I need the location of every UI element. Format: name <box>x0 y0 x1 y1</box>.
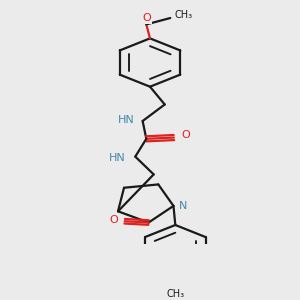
Text: O: O <box>109 215 118 225</box>
Text: HN: HN <box>118 115 134 125</box>
Text: N: N <box>178 201 187 211</box>
Text: CH₃: CH₃ <box>174 11 192 20</box>
Text: CH₃: CH₃ <box>166 290 184 299</box>
Text: O: O <box>181 130 190 140</box>
Text: O: O <box>142 13 151 23</box>
Text: HN: HN <box>109 153 126 163</box>
